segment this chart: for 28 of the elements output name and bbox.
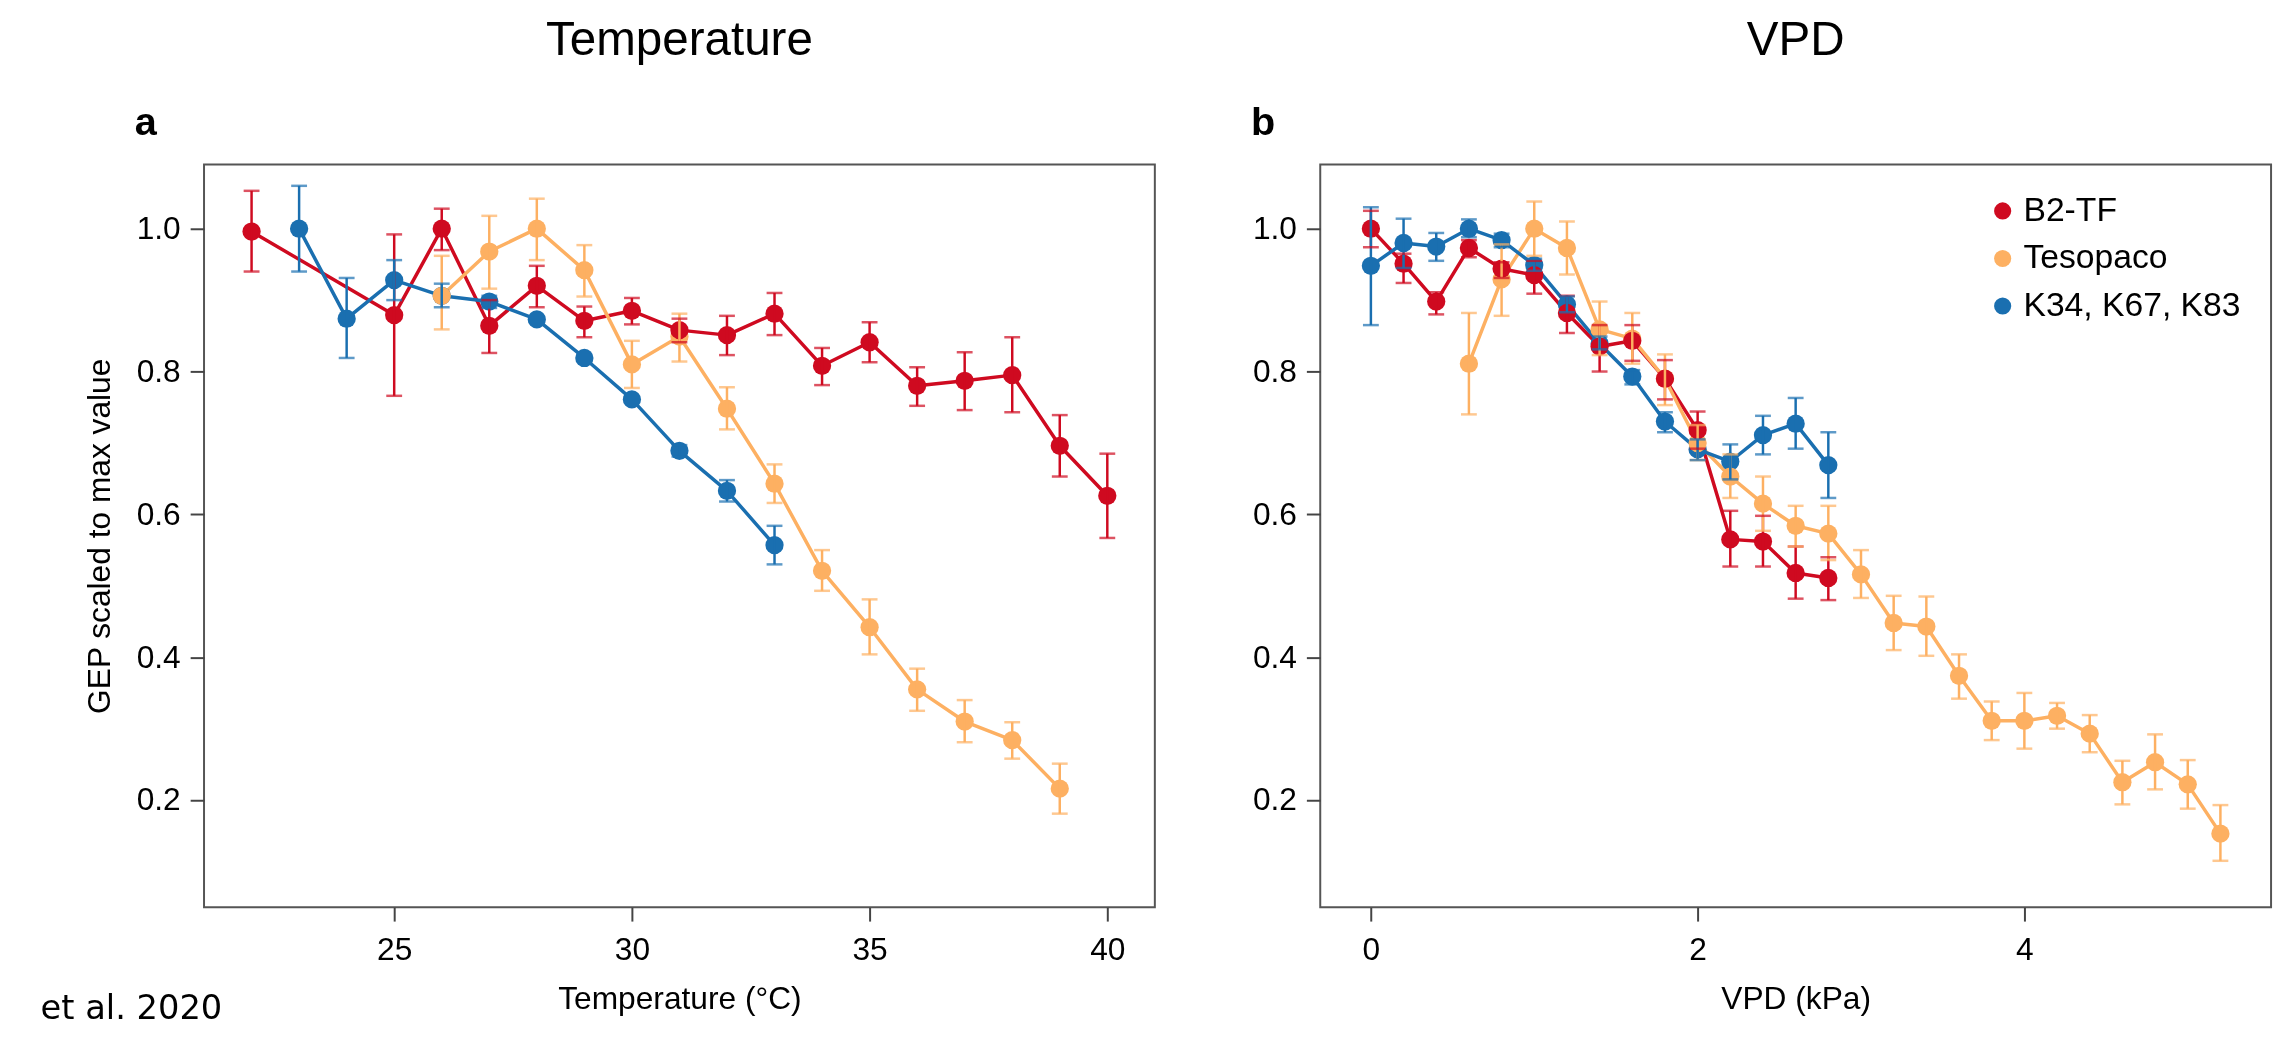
x-axis-title: Temperature (°C) [558,979,802,1016]
y-tick-label: 1.0 [136,210,181,247]
x-tick-label: 30 [614,931,651,968]
x-tick-label: 0 [1362,931,1381,968]
chart-title: VPD [1746,12,1845,66]
y-tick-label: 0.4 [1252,638,1297,675]
y-tick-label: 0.2 [1252,781,1297,818]
chart-title: Temperature [546,12,813,66]
x-tick-label: 2 [1689,931,1707,968]
legend-label: K34, K67, K83 [2023,285,2241,323]
y-tick-label: 0.8 [136,352,181,389]
y-tick-label: 0.6 [1252,495,1297,532]
x-tick-label: 35 [852,931,888,968]
text: b [1250,98,1276,143]
text: et al. 2020 [40,988,223,1028]
legend-label: Tesopaco [2023,238,2168,276]
legend-label: B2-TF [2023,190,2117,228]
y-tick-label: 1.0 [1252,210,1297,247]
x-tick-label: 40 [1090,931,1126,968]
x-tick-label: 4 [2016,931,2034,968]
y-tick-label: 0.2 [136,781,181,818]
y-tick-label: 0.4 [136,638,181,675]
text: a [134,98,158,143]
y-tick-label: 0.6 [136,495,181,532]
y-axis-title: GEP scaled to max value [80,358,117,714]
x-axis-title: VPD (kPa) [1721,979,1871,1016]
x-tick-label: 25 [377,931,413,968]
y-tick-label: 0.8 [1252,352,1297,389]
